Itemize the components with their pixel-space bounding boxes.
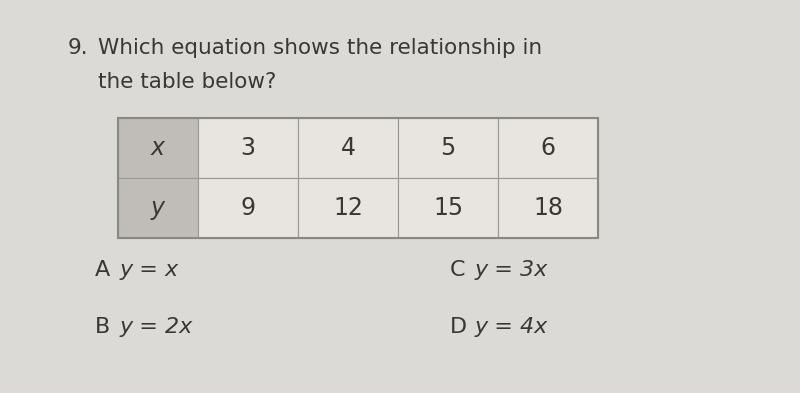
Text: D: D	[450, 317, 467, 337]
Text: 15: 15	[433, 196, 463, 220]
Bar	[298, 118, 398, 178]
Text: 4: 4	[341, 136, 355, 160]
Text: 9: 9	[241, 196, 255, 220]
Text: y = 2x: y = 2x	[120, 317, 194, 337]
Text: 12: 12	[333, 196, 363, 220]
Text: 5: 5	[440, 136, 456, 160]
Bar	[118, 178, 198, 238]
Text: Which equation shows the relationship in: Which equation shows the relationship in	[98, 38, 542, 58]
Text: 9.: 9.	[68, 38, 89, 58]
Bar	[198, 118, 298, 178]
Text: y = x: y = x	[120, 260, 179, 280]
Bar	[398, 118, 498, 178]
Bar	[498, 118, 598, 178]
Text: 3: 3	[241, 136, 255, 160]
Text: y: y	[151, 196, 165, 220]
Bar	[398, 178, 498, 238]
Bar	[498, 178, 598, 238]
Text: 6: 6	[541, 136, 555, 160]
Text: the table below?: the table below?	[98, 72, 276, 92]
Text: y = 4x: y = 4x	[475, 317, 548, 337]
Bar	[198, 178, 298, 238]
Text: x: x	[151, 136, 165, 160]
Text: C: C	[450, 260, 466, 280]
Text: A: A	[95, 260, 110, 280]
Text: B: B	[95, 317, 110, 337]
Bar	[118, 118, 198, 178]
Bar	[298, 178, 398, 238]
Bar	[118, 118, 598, 238]
Text: 18: 18	[533, 196, 563, 220]
Text: y = 3x: y = 3x	[475, 260, 548, 280]
